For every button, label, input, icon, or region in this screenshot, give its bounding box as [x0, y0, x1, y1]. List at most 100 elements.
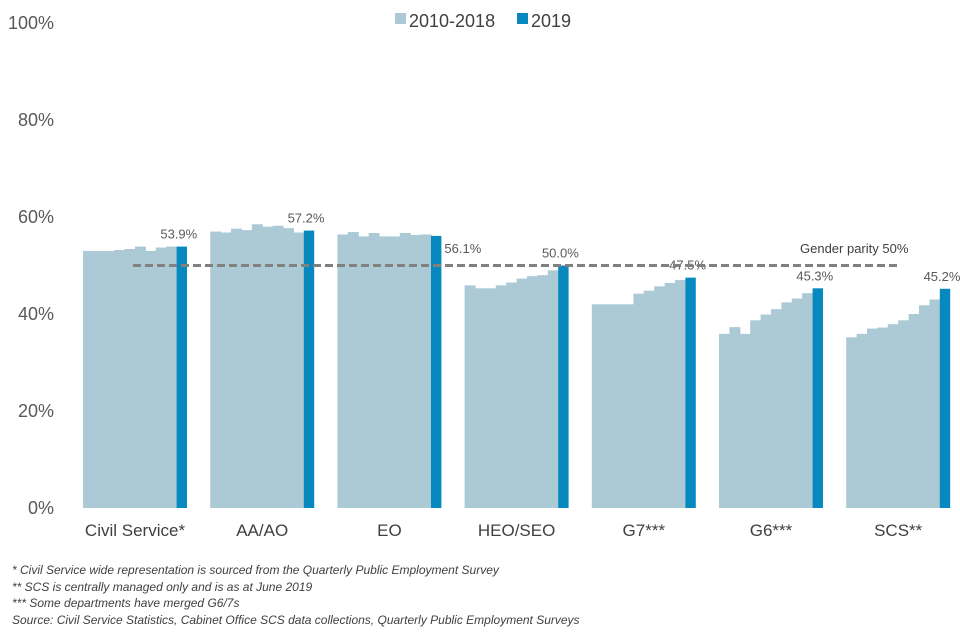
bar-2019 [303, 230, 315, 508]
bar-2010-2018 [791, 298, 803, 508]
footnote-g6-g7: *** Some departments have merged G6/7s [12, 596, 240, 610]
bar-2010-2018 [337, 234, 349, 508]
footnote-civil-service: * Civil Service wide representation is s… [12, 563, 499, 577]
gender-parity-reference: Gender parity 50% [133, 241, 909, 267]
bar-2010-2018 [379, 236, 390, 508]
y-tick-label: 60% [18, 207, 54, 227]
x-category-label: SCS** [874, 521, 923, 540]
data-label: 53.9% [160, 227, 197, 242]
bar-2019 [176, 246, 187, 508]
bar-2010-2018 [231, 228, 242, 508]
bar-2010-2018 [358, 236, 370, 508]
bar-2010-2018 [887, 324, 899, 508]
bar-2010-2018 [420, 234, 432, 508]
gender-parity-label: Gender parity 50% [800, 241, 909, 256]
bar-2010-2018 [220, 232, 232, 508]
bar-2019 [685, 277, 696, 509]
bar-2010-2018 [771, 309, 782, 508]
bar-2010-2018 [210, 231, 222, 509]
y-tick-label: 80% [18, 110, 54, 130]
footnote-source: Source: Civil Service Statistics, Cabine… [12, 612, 580, 627]
bar-2010-2018 [802, 293, 814, 508]
bar-2010-2018 [908, 314, 920, 508]
bar-2010-2018 [739, 333, 751, 508]
bar-2010-2018 [145, 250, 157, 508]
bar-2010-2018 [537, 275, 549, 508]
bar-2010-2018 [760, 314, 772, 508]
bar-2010-2018 [781, 302, 793, 508]
bar-2010-2018 [929, 299, 941, 508]
x-category-label: G7*** [623, 521, 666, 540]
x-axis: Civil Service* AA/AO EO HEO/SEO G7*** G6*** SC… [85, 521, 923, 540]
bar-2010-2018 [719, 333, 730, 508]
x-category-label: G6*** [750, 521, 793, 540]
bar-2010-2018 [103, 250, 115, 508]
footnotes: * Civil Service wide representation is s… [12, 562, 580, 628]
bar-2010-2018 [729, 327, 741, 508]
bar-2010-2018 [856, 333, 868, 508]
y-tick-label: 40% [18, 304, 54, 324]
x-category-label: AA/AO [236, 521, 288, 540]
bar-2010-2018 [399, 233, 411, 508]
bar-2010-2018 [93, 250, 105, 508]
bar-2010-2018 [602, 304, 614, 508]
bar-2010-2018 [83, 250, 94, 508]
bar-2010-2018 [495, 285, 507, 508]
bar-2010-2018 [654, 286, 666, 508]
x-category-label: HEO/SEO [478, 521, 555, 540]
bar-2010-2018 [124, 249, 136, 508]
footnote-scs: ** SCS is centrally managed only and is … [12, 579, 313, 594]
bar-2010-2018 [867, 328, 878, 508]
bar-2019 [812, 288, 823, 508]
bar-2010-2018 [623, 304, 634, 508]
bar-2010-2018 [846, 337, 858, 508]
legend-label-2019: 2019 [531, 11, 571, 31]
bar-2010-2018 [877, 327, 889, 508]
bar-2019 [939, 288, 951, 508]
y-tick-label: 0% [28, 498, 54, 518]
data-label: 56.1% [444, 241, 481, 256]
bar-2010-2018 [506, 282, 518, 508]
bar-2010-2018 [135, 246, 146, 508]
bar-2010-2018 [272, 225, 284, 509]
bar-2010-2018 [283, 228, 294, 508]
y-tick-label: 20% [18, 401, 54, 421]
bar-2010-2018 [643, 290, 655, 508]
legend-label-2010-2018: 2010-2018 [409, 11, 495, 31]
bar-2010-2018 [591, 304, 603, 508]
bar-2019 [431, 235, 442, 508]
bar-2010-2018 [898, 320, 910, 508]
legend-swatch-2019 [517, 13, 528, 24]
bar-2010-2018 [664, 282, 676, 508]
bar-2019 [558, 265, 569, 508]
y-axis: 0% 20% 40% 60% 80% 100% [8, 13, 54, 518]
bar-2010-2018 [166, 246, 178, 508]
bar-2010-2018 [516, 278, 528, 508]
x-category-label: Civil Service* [85, 521, 186, 540]
bar-2010-2018 [389, 236, 401, 508]
y-tick-label: 100% [8, 13, 54, 33]
bar-2010-2018 [368, 233, 380, 508]
data-label: 57.2% [288, 211, 325, 226]
bar-2010-2018 [155, 247, 167, 508]
bar-2010-2018 [464, 285, 476, 508]
x-category-label: EO [377, 521, 402, 540]
bars [83, 224, 951, 509]
bar-2010-2018 [675, 280, 686, 508]
legend: 2010-2018 2019 [395, 11, 571, 31]
data-label: 45.3% [796, 268, 833, 283]
bar-2010-2018 [612, 304, 624, 508]
bar-2010-2018 [293, 232, 305, 508]
bar-2010-2018 [919, 305, 930, 508]
bar-2010-2018 [114, 249, 126, 509]
bar-chart: 2010-2018 2019 0% 20% 40% 60% 80% 100% 53.9% 5… [8, 11, 960, 540]
bar-2010-2018 [262, 226, 274, 508]
bar-2010-2018 [475, 288, 486, 508]
bar-2010-2018 [750, 320, 762, 508]
data-label: 50.0% [542, 246, 579, 261]
bar-2010-2018 [485, 288, 497, 508]
bar-2010-2018 [410, 234, 422, 508]
bar-2010-2018 [527, 276, 538, 508]
bar-2010-2018 [251, 224, 263, 508]
bar-2010-2018 [347, 232, 359, 509]
